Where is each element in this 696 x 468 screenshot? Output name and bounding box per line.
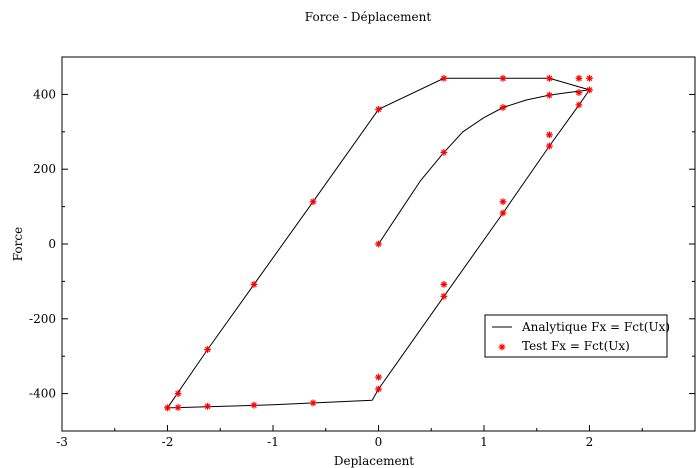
plot-markers: [164, 74, 593, 412]
data-point-test: [174, 390, 182, 397]
data-point-test: [440, 292, 448, 300]
data-point-test: [174, 404, 182, 411]
y-tick-label: -200: [29, 312, 56, 326]
series-line-analytique: [166, 77, 590, 409]
data-point-test: [309, 399, 317, 407]
data-point-test: [250, 280, 258, 288]
x-tick-label: -2: [162, 435, 174, 449]
data-point-test: [499, 104, 507, 111]
y-tick-label: 400: [33, 87, 56, 101]
data-point-test: [575, 89, 583, 96]
plot-lines: [166, 77, 590, 409]
x-axis-ticks: -3 -2 -1 0 1 2: [56, 425, 643, 449]
data-point-test: [499, 198, 507, 206]
data-point-test: [164, 404, 171, 412]
y-tick-label: 0: [48, 237, 56, 251]
x-tick-label: 2: [586, 435, 594, 449]
x-tick-label: 0: [375, 435, 383, 449]
data-point-test: [546, 142, 553, 150]
data-point-test: [586, 86, 593, 94]
data-point-test: [546, 131, 553, 139]
x-tick-label: 1: [480, 435, 488, 449]
data-point-test: [440, 148, 448, 156]
data-point-test: [440, 280, 448, 288]
legend-marker-star: [498, 343, 506, 351]
data-point-test: [309, 198, 317, 206]
data-point-test: [575, 101, 583, 109]
legend-label-analytique: Analytique Fx = Fct(Ux): [521, 320, 670, 334]
y-axis-ticks: -400 -200 0 200 400: [29, 87, 695, 401]
data-point-test: [375, 105, 382, 113]
x-tick-label: -3: [56, 435, 68, 449]
data-point-test: [499, 209, 507, 217]
data-point-test: [499, 74, 507, 82]
data-point-test: [546, 74, 553, 82]
y-axis-label: Force: [11, 227, 25, 261]
data-point-test: [204, 346, 211, 353]
data-point-test: [440, 74, 448, 82]
data-point-test: [250, 401, 258, 409]
legend-box: [484, 314, 668, 358]
y-tick-label: -400: [29, 387, 56, 401]
data-point-test: [586, 74, 593, 82]
data-point-test: [546, 91, 553, 99]
legend: Analytique Fx = Fct(Ux) Test Fx = Fct(Ux…: [484, 314, 670, 358]
chart-title: Force - Déplacement: [305, 10, 432, 24]
data-point-test: [375, 373, 382, 381]
y-tick-label: 200: [33, 162, 56, 176]
data-point-test: [204, 402, 211, 410]
legend-label-test: Test Fx = Fct(Ux): [522, 339, 630, 353]
x-tick-label: -1: [267, 435, 279, 449]
data-point-test: [375, 385, 382, 393]
legend-marker-swatch: [498, 343, 506, 351]
x-axis-label: Deplacement: [334, 454, 414, 468]
data-point-test: [375, 240, 382, 248]
data-point-test: [575, 74, 583, 82]
